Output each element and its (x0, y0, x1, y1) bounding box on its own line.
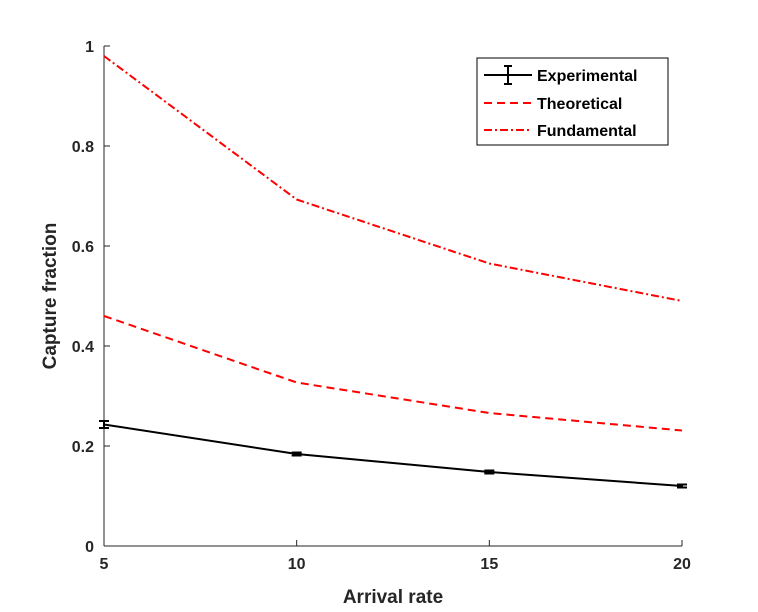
legend: Experimental Theoretical Fundamental (476, 57, 669, 146)
y-axis-title: Capture fraction (40, 223, 61, 370)
y-tick-label: 0.4 (72, 339, 94, 356)
series-line-experimental (103, 423, 683, 487)
x-tick-label: 10 (288, 556, 306, 573)
x-tick-label: 20 (673, 556, 691, 573)
x-tick-label: 5 (100, 556, 109, 573)
y-tick-label: 1 (85, 39, 94, 56)
x-tick-label: 15 (480, 556, 498, 573)
series-line-fundamental (103, 55, 683, 302)
y-tick-label: 0.6 (72, 239, 94, 256)
labels-layer: Arrival rate Capture fraction 5 10 15 20 0 0.… (40, 39, 691, 608)
legend-label-fundamental: Fundamental (537, 123, 637, 140)
series-layer (99, 55, 687, 489)
y-tick-label: 0 (85, 539, 94, 556)
series-line-theoretical (103, 315, 683, 432)
legend-label-theoretical: Theoretical (537, 96, 622, 113)
y-tick-label: 0.2 (72, 439, 94, 456)
y-tick-label: 0.8 (72, 139, 94, 156)
legend-label-experimental: Experimental (537, 68, 637, 85)
x-axis-title: Arrival rate (343, 587, 443, 608)
